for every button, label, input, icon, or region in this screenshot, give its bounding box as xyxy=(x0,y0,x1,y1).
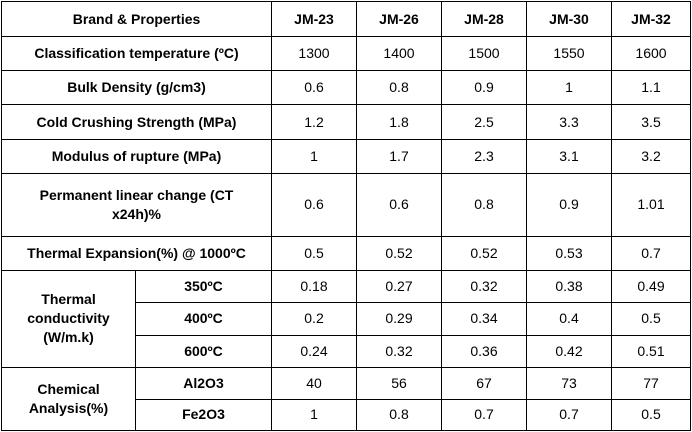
value-cell: 0.18 xyxy=(271,270,357,304)
property-label: Cold Crushing Strength (MPa) xyxy=(1,104,272,140)
value-cell: 0.24 xyxy=(271,334,357,368)
brand-header-jm-26: JM-26 xyxy=(356,0,442,38)
thermal-conductivity-label: Thermal conductivity (W/m.k) xyxy=(1,270,136,368)
value-cell: 0.6 xyxy=(271,70,357,106)
value-cell: 2.3 xyxy=(441,138,527,174)
table-row: 400ºC 0.2 0.29 0.34 0.4 0.5 xyxy=(2,302,691,336)
value-cell: 3.5 xyxy=(611,104,691,140)
brand-header-jm-23: JM-23 xyxy=(271,0,357,38)
value-cell: 1 xyxy=(271,398,357,432)
table-row: Bulk Density (g/cm3) 0.6 0.8 0.9 1 1.1 xyxy=(1,70,691,106)
value-cell: 0.32 xyxy=(356,334,442,368)
value-cell: 73 xyxy=(526,366,612,400)
value-cell: 1.8 xyxy=(356,104,442,140)
temperature-label: 350ºC xyxy=(135,270,272,304)
value-cell: 2.5 xyxy=(441,104,527,140)
chemical-label-line: Analysis(%) xyxy=(28,399,109,416)
value-cell: 1550 xyxy=(526,36,612,72)
table-row: Thermal conductivity (W/m.k) 350ºC 0.18 … xyxy=(1,270,691,368)
value-cell: 0.5 xyxy=(611,302,691,336)
value-cell: 0.5 xyxy=(611,398,691,432)
value-cell: 0.9 xyxy=(441,70,527,106)
value-cell: 1 xyxy=(526,70,612,106)
value-cell: 0.7 xyxy=(526,398,612,432)
value-cell: 1.2 xyxy=(271,104,357,140)
value-cell: 3.2 xyxy=(611,138,691,174)
value-cell: 0.7 xyxy=(441,398,527,432)
value-cell: 0.34 xyxy=(441,302,527,336)
value-cell: 0.8 xyxy=(356,70,442,106)
temperature-label: 600ºC xyxy=(135,334,272,368)
value-cell: 0.9 xyxy=(526,172,612,238)
property-label: Bulk Density (g/cm3) xyxy=(1,70,272,106)
value-cell: 0.6 xyxy=(271,172,357,238)
temperature-label: 400ºC xyxy=(135,302,272,336)
table-row: Modulus of rupture (MPa) 1 1.7 2.3 3.1 3… xyxy=(1,138,691,174)
value-cell: 0.32 xyxy=(441,270,527,304)
table-row: Fe2O3 1 0.8 0.7 0.7 0.5 xyxy=(2,398,691,432)
value-cell: 3.3 xyxy=(526,104,612,140)
brand-header-jm-32: JM-32 xyxy=(611,0,691,38)
table-row: Thermal Expansion(%) @ 1000ºC 0.5 0.52 0… xyxy=(1,236,691,272)
value-cell: 1600 xyxy=(611,36,691,72)
value-cell: 0.4 xyxy=(526,302,612,336)
property-label-line: Permanent linear change (CT xyxy=(39,186,234,203)
brand-header-jm-28: JM-28 xyxy=(441,0,527,38)
value-cell: 1.7 xyxy=(356,138,442,174)
value-cell: 0.29 xyxy=(356,302,442,336)
value-cell: 0.2 xyxy=(271,302,357,336)
value-cell: 0.27 xyxy=(356,270,442,304)
value-cell: 0.42 xyxy=(526,334,612,368)
value-cell: 1500 xyxy=(441,36,527,72)
brand-header-jm-30: JM-30 xyxy=(526,0,612,38)
header-row: Brand & Properties JM-23 JM-26 JM-28 JM-… xyxy=(1,0,691,38)
value-cell: 56 xyxy=(356,366,442,400)
component-label: Fe2O3 xyxy=(135,398,272,432)
property-label: Permanent linear change (CT x24h)% xyxy=(1,172,272,238)
value-cell: 0.36 xyxy=(441,334,527,368)
value-cell: 3.1 xyxy=(526,138,612,174)
value-cell: 0.53 xyxy=(526,236,612,272)
table-row: 600ºC 0.24 0.32 0.36 0.42 0.51 xyxy=(2,334,691,368)
property-label-line: x24h)% xyxy=(111,205,162,222)
value-cell: 1.01 xyxy=(611,172,691,238)
thermal-label-line: conductivity xyxy=(27,310,110,327)
value-cell: 67 xyxy=(441,366,527,400)
table-row: Cold Crushing Strength (MPa) 1.2 1.8 2.5… xyxy=(1,104,691,140)
value-cell: 1300 xyxy=(271,36,357,72)
table-row: Permanent linear change (CT x24h)% 0.6 0… xyxy=(1,172,691,238)
value-cell: 0.51 xyxy=(611,334,691,368)
brand-properties-header: Brand & Properties xyxy=(1,0,272,38)
value-cell: 0.5 xyxy=(271,236,357,272)
property-label: Classification temperature (ºC) xyxy=(1,36,272,72)
property-label: Thermal Expansion(%) @ 1000ºC xyxy=(1,236,272,272)
chemical-label-line: Chemical xyxy=(37,380,100,397)
value-cell: 77 xyxy=(611,366,691,400)
value-cell: 0.52 xyxy=(441,236,527,272)
value-cell: 1 xyxy=(271,138,357,174)
value-cell: 0.6 xyxy=(356,172,442,238)
component-label: Al2O3 xyxy=(135,366,272,400)
table-row: Chemical Analysis(%) Al2O3 40 56 67 73 7… xyxy=(1,366,691,432)
value-cell: 1400 xyxy=(356,36,442,72)
property-label: Modulus of rupture (MPa) xyxy=(1,138,272,174)
table-row: Classification temperature (ºC) 1300 140… xyxy=(1,36,691,72)
value-cell: 0.8 xyxy=(441,172,527,238)
chemical-analysis-label: Chemical Analysis(%) xyxy=(1,366,136,432)
value-cell: 0.52 xyxy=(356,236,442,272)
thermal-label-line: (W/m.k) xyxy=(43,329,94,346)
value-cell: 0.7 xyxy=(611,236,691,272)
value-cell: 0.8 xyxy=(356,398,442,432)
value-cell: 1.1 xyxy=(611,70,691,106)
value-cell: 0.49 xyxy=(611,270,691,304)
value-cell: 0.38 xyxy=(526,270,612,304)
value-cell: 40 xyxy=(271,366,357,400)
thermal-label-line: Thermal xyxy=(41,291,96,308)
